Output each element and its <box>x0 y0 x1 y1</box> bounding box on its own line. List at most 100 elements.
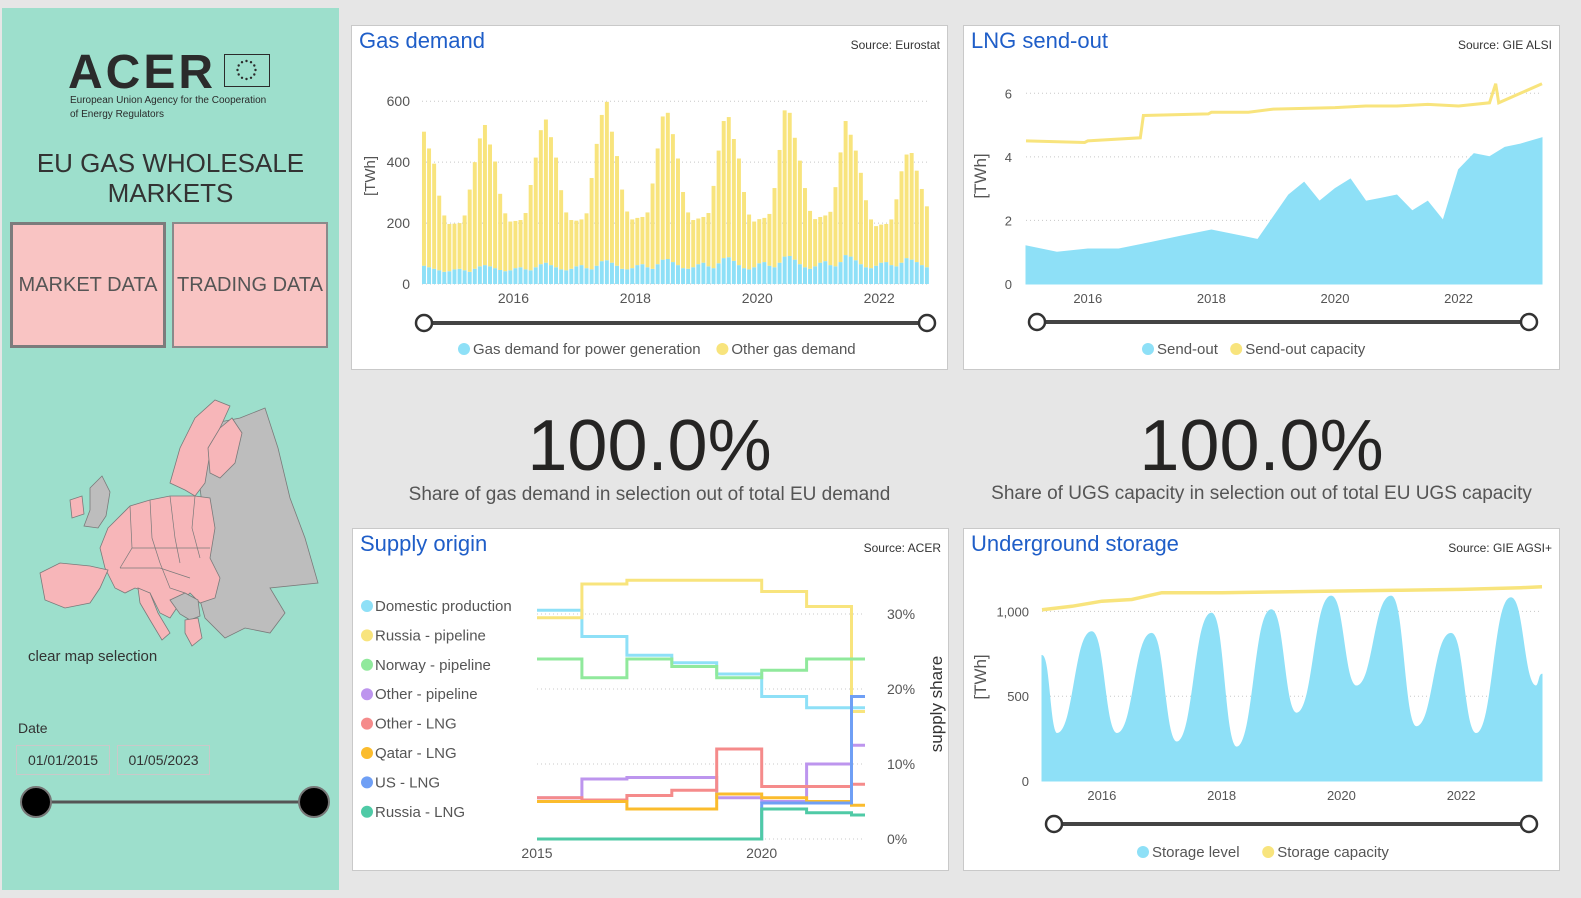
lng-x-tick-3: 2022 <box>1444 291 1473 306</box>
demand-bar-other-99 <box>924 206 929 268</box>
demand-bar-power-0 <box>422 265 426 284</box>
demand-bar-power-12 <box>482 265 487 284</box>
market-data-button[interactable]: MARKET DATA <box>10 222 166 348</box>
demand-bar-power-52 <box>686 268 691 284</box>
demand-bar-other-38 <box>615 156 619 266</box>
demand-bar-other-21 <box>528 185 533 271</box>
demand-x-tick-3: 2022 <box>864 290 895 306</box>
supply-y-axis-label: supply share <box>927 656 946 752</box>
map-ireland[interactable] <box>69 495 85 519</box>
demand-bar-power-75 <box>803 267 807 284</box>
gas-demand-source: Source: Eurostat <box>850 38 940 52</box>
demand-bar-other-16 <box>503 213 508 272</box>
date-range-slider[interactable] <box>16 782 336 822</box>
demand-bar-other-3 <box>437 195 442 271</box>
supply-y-tick-3: 30% <box>887 606 915 622</box>
storage-slider-start-handle[interactable] <box>1044 814 1064 834</box>
supply-legend-marker-7 <box>361 805 373 818</box>
lng-sendout-chart[interactable]: 0 2 4 6 [TWh] 2016 2018 2020 2022 Send-out Send-ou… <box>964 26 1559 369</box>
demand-bar-other-41 <box>630 219 635 269</box>
map-finland[interactable] <box>207 417 243 479</box>
demand-bar-power-1 <box>427 267 432 284</box>
demand-bar-power-34 <box>594 265 599 284</box>
demand-bar-other-94 <box>899 171 904 263</box>
demand-bar-power-66 <box>757 263 762 284</box>
demand-bar-power-82 <box>838 262 843 284</box>
demand-bar-other-23 <box>538 130 543 265</box>
underground-storage-panel: Underground storage Source: GIE AGSI+ 0 5… <box>963 528 1560 871</box>
date-slider-start-handle[interactable] <box>20 786 52 818</box>
sidebar-title-line2: MARKETS <box>107 178 234 208</box>
demand-bar-power-25 <box>549 265 553 284</box>
demand-bar-other-72 <box>787 112 792 256</box>
demand-bar-power-30 <box>574 266 579 284</box>
demand-bar-other-58 <box>716 150 721 264</box>
demand-bar-power-27 <box>559 269 564 284</box>
storage-slider-end-handle[interactable] <box>1519 814 1539 834</box>
demand-bar-other-1 <box>427 148 432 268</box>
map-greece[interactable] <box>184 617 203 647</box>
demand-bar-power-93 <box>894 266 899 284</box>
demand-x-tick-1: 2018 <box>620 290 651 306</box>
demand-bar-other-33 <box>589 177 594 270</box>
underground-storage-chart[interactable]: 0 500 1,000 [TWh] 2016 2018 2020 2022 Storage le… <box>964 529 1559 870</box>
demand-bar-other-95 <box>904 154 909 259</box>
map-iberia[interactable] <box>39 562 109 609</box>
demand-slider-end-handle[interactable] <box>917 313 937 333</box>
demand-bar-other-75 <box>803 188 807 268</box>
trading-data-button[interactable]: TRADING DATA <box>172 222 328 348</box>
demand-bar-other-78 <box>818 216 823 263</box>
storage-x-tick-3: 2022 <box>1447 788 1476 803</box>
eu-flag-icon <box>224 54 270 87</box>
map-uk[interactable] <box>83 475 111 529</box>
demand-bar-other-29 <box>569 220 574 269</box>
demand-bar-other-11 <box>477 138 482 267</box>
demand-bar-power-18 <box>513 268 518 284</box>
storage-y-axis-label: [TWh] <box>971 654 990 699</box>
sidebar-title-line1: EU GAS WHOLESALE <box>36 148 305 178</box>
demand-bar-power-98 <box>919 265 924 284</box>
date-end-field[interactable]: 01/05/2023 <box>117 745 210 775</box>
lng-y-tick-3: 6 <box>1005 86 1012 101</box>
demand-bar-power-91 <box>884 262 889 284</box>
demand-bar-other-90 <box>879 224 884 263</box>
demand-legend-label-0: Gas demand for power generation <box>473 341 701 358</box>
demand-bar-other-92 <box>889 219 894 266</box>
supply-line-0 <box>537 608 865 710</box>
lng-x-tick-2: 2020 <box>1321 291 1350 306</box>
demand-bar-power-41 <box>630 268 635 284</box>
lng-slider-end-handle[interactable] <box>1519 312 1539 332</box>
supply-origin-panel: Supply origin Source: ACER 0% 10% 20% 30% su… <box>352 528 949 871</box>
demand-bar-power-31 <box>579 265 584 284</box>
europe-map[interactable] <box>20 388 320 658</box>
supply-line-3 <box>537 743 865 803</box>
demand-bar-power-80 <box>828 265 833 284</box>
demand-bar-power-97 <box>914 262 919 284</box>
demand-slider-start-handle[interactable] <box>414 313 434 333</box>
date-start-field[interactable]: 01/01/2015 <box>16 745 110 775</box>
map-italy[interactable] <box>137 587 171 641</box>
demand-bar-other-55 <box>701 216 706 263</box>
supply-legend-marker-1 <box>361 629 373 642</box>
demand-bar-power-62 <box>736 265 741 284</box>
demand-bar-power-74 <box>797 264 802 284</box>
demand-bar-power-3 <box>437 270 442 284</box>
demand-bar-other-89 <box>874 226 879 266</box>
supply-legend-label-2: Norway - pipeline <box>375 657 491 674</box>
map-continental-eu[interactable] <box>99 495 221 619</box>
clear-map-selection-link[interactable]: clear map selection <box>28 648 158 665</box>
kpi-demand-share-label: Share of gas demand in selection out of … <box>408 484 891 505</box>
demand-bar-power-79 <box>823 261 828 284</box>
demand-x-tick-2: 2020 <box>742 290 773 306</box>
acer-logo: ACER European Union Agency for the Coope… <box>68 46 288 126</box>
lng-sendout-title: LNG send-out <box>971 28 1108 53</box>
demand-bar-other-62 <box>736 158 741 266</box>
date-slider-end-handle[interactable] <box>298 786 330 818</box>
lng-slider-start-handle[interactable] <box>1027 312 1047 332</box>
supply-origin-chart[interactable]: 0% 10% 20% 30% supply share 2015 2020 Domestic … <box>353 529 948 870</box>
demand-bar-other-10 <box>472 162 477 269</box>
demand-bar-power-45 <box>650 268 655 284</box>
demand-bar-other-32 <box>584 213 589 269</box>
demand-bar-power-15 <box>498 269 503 284</box>
